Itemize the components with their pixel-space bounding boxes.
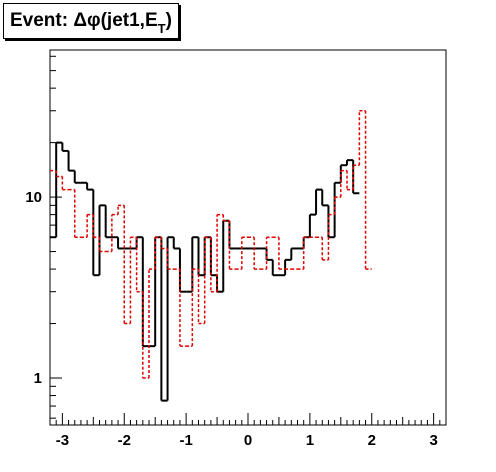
y-tick-label: 10 (25, 189, 42, 206)
x-tick-label: -3 (56, 432, 69, 449)
title-met-subscript: T (157, 21, 166, 36)
series-dashed (50, 110, 372, 379)
histogram-series (50, 110, 372, 402)
x-tick-label: -2 (118, 432, 131, 449)
x-tick-label: -1 (179, 432, 192, 449)
x-tick-label: 3 (429, 432, 437, 449)
chart-title: Event: Δφ(jet1,ET) (3, 3, 179, 39)
y-tick-label: 1 (34, 370, 42, 387)
x-tick-label: 1 (306, 432, 314, 449)
title-suffix: ) (165, 10, 172, 31)
axis-ticks (49, 55, 447, 425)
title-met: E (144, 10, 158, 31)
tick-labels: -3 -2 -1 0 1 2 3 1 10 (25, 189, 437, 449)
x-tick-label: 0 (244, 432, 252, 449)
x-tick-label: 2 (368, 432, 376, 449)
title-prefix: Event: (10, 10, 74, 31)
title-symbol: Δφ(jet1, (73, 10, 145, 31)
